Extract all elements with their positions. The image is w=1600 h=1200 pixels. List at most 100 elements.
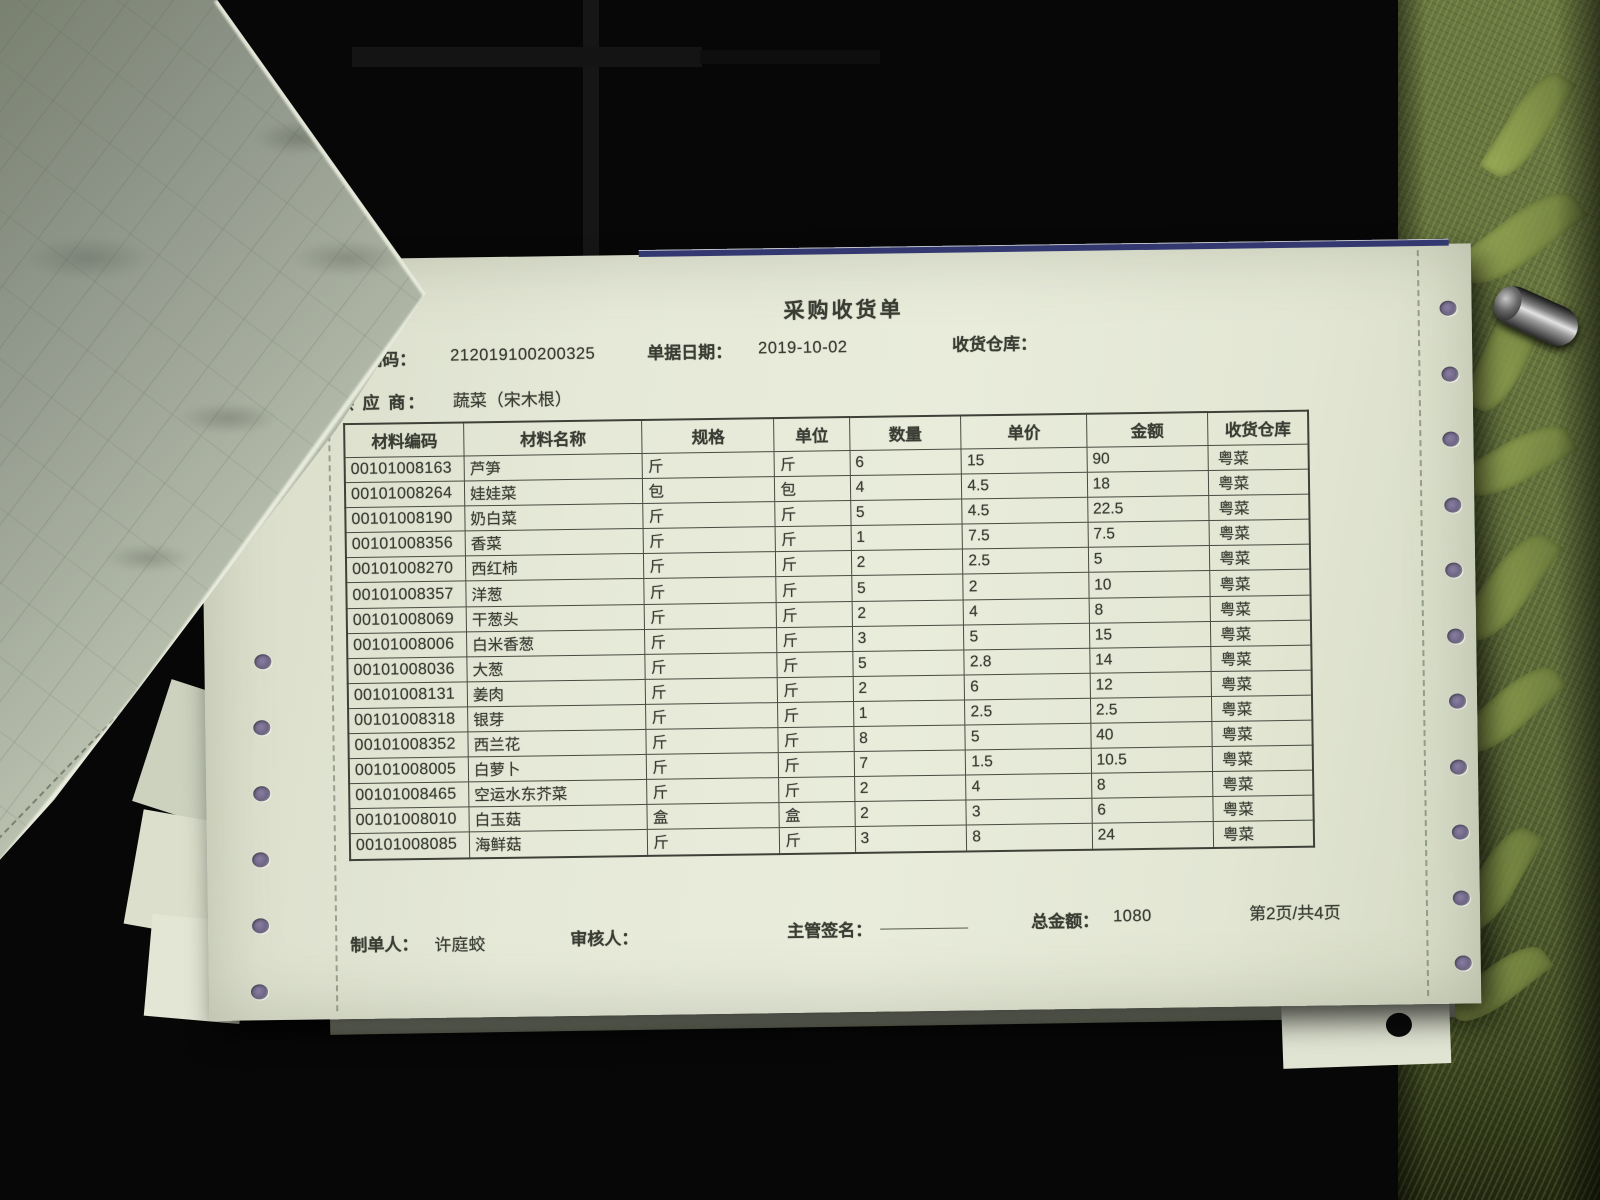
cell-unit-price: 4.5 bbox=[962, 497, 1088, 525]
cell-quantity: 1 bbox=[853, 699, 966, 727]
cell-material-code: 00101008036 bbox=[347, 656, 468, 684]
header-spec: 规格 bbox=[641, 418, 775, 454]
cell-material-code: 00101008264 bbox=[344, 481, 465, 508]
cell-amount: 8 bbox=[1091, 771, 1214, 799]
sprocket-hole bbox=[1440, 366, 1459, 382]
header-quantity: 数量 bbox=[849, 415, 962, 451]
cell-material-name: 芦笋 bbox=[464, 453, 643, 482]
header-amount: 金额 bbox=[1086, 412, 1209, 448]
cell-warehouse: 粤菜 bbox=[1212, 770, 1314, 797]
cell-material-code: 00101008318 bbox=[348, 706, 468, 734]
cell-warehouse: 粤菜 bbox=[1209, 544, 1311, 572]
cell-spec: 斤 bbox=[643, 526, 776, 554]
cell-unit-price: 8 bbox=[966, 823, 1093, 851]
code-value: 212019100200325 bbox=[450, 344, 596, 365]
receipt-page: 采购收货单 编码： 212019100200325 单据日期： 2019-10-… bbox=[198, 238, 1482, 1022]
cell-unit: 斤 bbox=[775, 500, 851, 527]
cell-unit: 斤 bbox=[776, 576, 852, 603]
cell-material-name: 空运水东芥菜 bbox=[468, 779, 648, 808]
preparer-value: 许庭蛟 bbox=[434, 935, 486, 955]
fabric-leaf-pattern bbox=[1453, 178, 1588, 298]
date-label: 单据日期： bbox=[647, 342, 733, 363]
cell-amount: 18 bbox=[1087, 470, 1209, 498]
cell-material-name: 奶白菜 bbox=[464, 503, 644, 532]
cell-material-code: 00101008163 bbox=[344, 455, 465, 483]
cell-amount: 15 bbox=[1089, 621, 1211, 648]
warehouse-label: 收货仓库： bbox=[951, 334, 1038, 355]
cell-unit: 斤 bbox=[778, 726, 854, 753]
cell-unit: 斤 bbox=[775, 550, 852, 578]
cell-warehouse: 粤菜 bbox=[1210, 644, 1312, 672]
cell-unit-price: 7.5 bbox=[962, 522, 1089, 550]
sprocket-hole bbox=[1444, 497, 1462, 513]
sprocket-hole bbox=[252, 852, 270, 868]
supervisor-label: 主管签名： bbox=[787, 920, 873, 941]
total-label: 总金额： bbox=[1030, 911, 1100, 932]
cell-unit: 包 bbox=[774, 475, 851, 502]
cell-unit-price: 4 bbox=[965, 773, 1092, 801]
cell-spec: 斤 bbox=[646, 727, 779, 755]
sprocket-hole bbox=[90, 816, 107, 831]
cell-warehouse: 粤菜 bbox=[1209, 569, 1311, 597]
cell-spec: 斤 bbox=[645, 652, 778, 680]
cell-quantity: 2 bbox=[852, 674, 965, 702]
cell-quantity: 2 bbox=[851, 599, 964, 627]
cell-quantity: 5 bbox=[852, 649, 965, 677]
cell-spec: 斤 bbox=[642, 451, 775, 479]
sprocket-hole bbox=[254, 654, 272, 670]
date-value: 2019-10-02 bbox=[757, 338, 848, 358]
cell-material-code: 00101008190 bbox=[345, 506, 466, 533]
sprocket-hole bbox=[253, 720, 271, 736]
reviewer-label: 审核人： bbox=[570, 929, 639, 950]
sprocket-hole bbox=[1439, 300, 1457, 316]
cell-quantity: 2 bbox=[851, 549, 964, 577]
cell-quantity: 3 bbox=[852, 624, 965, 652]
cell-material-code: 00101008270 bbox=[345, 556, 466, 584]
cell-material-name: 白萝卜 bbox=[468, 754, 647, 783]
perforation-line-right bbox=[1416, 250, 1430, 997]
cell-quantity: 5 bbox=[850, 499, 963, 526]
cell-material-name: 干葱头 bbox=[466, 604, 645, 632]
cell-material-code: 00101008356 bbox=[345, 531, 466, 558]
cell-warehouse: 粤菜 bbox=[1211, 695, 1313, 722]
sprocket-hole bbox=[1453, 889, 1471, 906]
cell-material-name: 姜肉 bbox=[467, 679, 646, 707]
sprocket-hole bbox=[251, 918, 269, 934]
sprocket-hole bbox=[1448, 693, 1466, 709]
cell-unit: 斤 bbox=[779, 826, 856, 854]
cell-spec: 斤 bbox=[644, 602, 777, 630]
cell-warehouse: 粤菜 bbox=[1208, 494, 1310, 521]
cell-spec: 斤 bbox=[643, 501, 776, 529]
cell-material-code: 00101008085 bbox=[349, 832, 470, 860]
header-material-code: 材料编码 bbox=[344, 422, 465, 458]
cell-amount: 8 bbox=[1088, 596, 1211, 623]
cell-warehouse: 粤菜 bbox=[1210, 594, 1311, 622]
cell-material-code: 00101008352 bbox=[348, 731, 469, 759]
cell-unit: 斤 bbox=[774, 450, 850, 477]
cell-unit: 斤 bbox=[775, 525, 852, 552]
cell-unit-price: 3 bbox=[966, 798, 1092, 826]
cell-unit: 斤 bbox=[776, 626, 853, 653]
cell-spec: 斤 bbox=[646, 777, 780, 805]
cell-spec: 斤 bbox=[644, 577, 777, 605]
header-material-name: 材料名称 bbox=[463, 419, 643, 456]
sprocket-hole bbox=[1442, 431, 1460, 447]
cell-quantity: 2 bbox=[854, 775, 967, 802]
blue-carbon-edge bbox=[638, 238, 1449, 257]
header-unit: 单位 bbox=[773, 417, 850, 452]
filing-punch-hole bbox=[1385, 1012, 1413, 1038]
cell-spec: 斤 bbox=[644, 627, 778, 655]
cell-spec: 斤 bbox=[645, 677, 778, 705]
cell-unit-price: 2.8 bbox=[964, 647, 1090, 675]
cell-warehouse: 粤菜 bbox=[1212, 720, 1313, 747]
cell-quantity: 2 bbox=[854, 800, 967, 827]
cell-spec: 包 bbox=[642, 476, 776, 504]
window-reflection-cross-fade bbox=[700, 50, 880, 64]
cell-amount: 10.5 bbox=[1090, 746, 1213, 774]
cell-material-code: 00101008006 bbox=[347, 631, 467, 659]
cell-unit-price: 1.5 bbox=[965, 748, 1092, 776]
supplier-value: 蔬菜（宋木根） bbox=[452, 389, 572, 411]
cell-warehouse: 粤菜 bbox=[1210, 619, 1312, 647]
cell-spec: 斤 bbox=[646, 752, 779, 780]
sprocket-hole bbox=[1454, 955, 1472, 971]
